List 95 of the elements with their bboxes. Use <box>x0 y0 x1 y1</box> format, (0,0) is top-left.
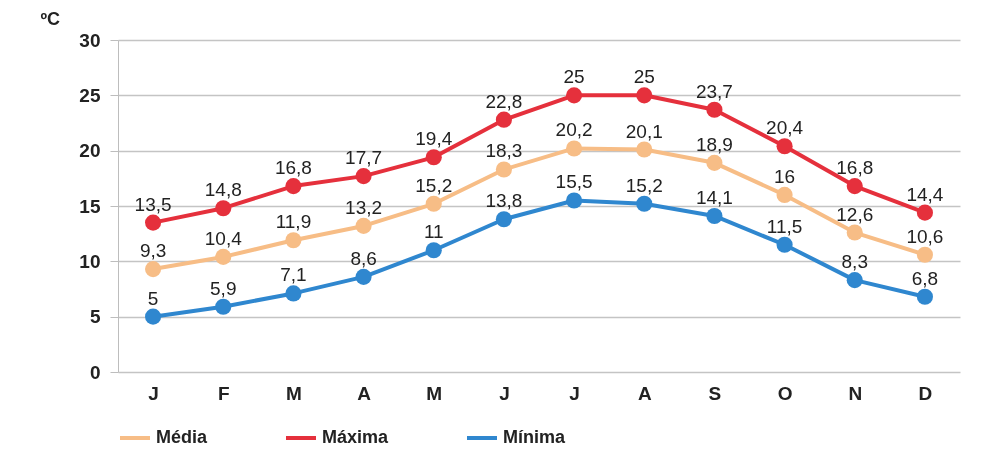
point <box>425 195 442 212</box>
y-tick-label: 30 <box>79 29 101 51</box>
data-label: 25 <box>633 66 655 88</box>
point <box>215 200 232 217</box>
point <box>566 87 583 104</box>
point <box>846 224 863 241</box>
point <box>215 248 232 265</box>
point <box>566 140 583 157</box>
data-label: 16,8 <box>274 157 312 179</box>
x-tick-label: J <box>499 382 510 404</box>
legend-label: Mínima <box>503 427 566 447</box>
point <box>495 111 512 128</box>
data-label: 23,7 <box>695 80 733 102</box>
legend-label: Máxima <box>322 427 390 447</box>
data-label: 20,2 <box>555 119 593 141</box>
legend-label: Média <box>156 427 208 447</box>
data-label: 8,3 <box>841 251 868 273</box>
data-label: 10,4 <box>204 227 243 249</box>
x-tick-label: M <box>426 382 443 404</box>
x-tick-label: M <box>286 382 302 404</box>
data-label: 18,9 <box>695 133 733 155</box>
x-tick-label: A <box>357 382 372 404</box>
data-label: 11 <box>423 221 444 243</box>
point <box>285 232 302 249</box>
x-tick-label: S <box>708 382 722 404</box>
point <box>636 141 653 158</box>
data-label: 10,6 <box>906 225 944 247</box>
data-label: 16 <box>774 165 796 187</box>
x-tick-label: F <box>217 382 230 404</box>
point <box>776 186 793 203</box>
point <box>916 204 933 221</box>
y-tick-label: 25 <box>79 84 101 106</box>
data-label: 6,8 <box>911 267 939 289</box>
y-tick-label: 5 <box>89 306 101 328</box>
point <box>636 87 653 104</box>
point <box>916 288 933 305</box>
x-tick-label: O <box>777 382 793 404</box>
point <box>776 138 793 155</box>
data-label: 9,3 <box>139 240 167 262</box>
y-tick-label: 10 <box>79 250 101 272</box>
point <box>145 261 162 278</box>
x-tick-label: D <box>918 382 933 404</box>
y-tick-label: 20 <box>79 140 101 162</box>
point <box>495 211 512 228</box>
point <box>285 178 302 195</box>
point <box>846 178 863 195</box>
point <box>636 195 653 212</box>
point <box>355 217 372 234</box>
point <box>495 161 512 178</box>
data-label: 20,4 <box>766 117 804 139</box>
x-tick-label: A <box>637 382 652 404</box>
data-label: 14,8 <box>204 179 242 201</box>
x-tick-label: J <box>569 382 580 404</box>
point <box>566 192 583 209</box>
data-label: 5,9 <box>210 277 237 299</box>
data-label: 13,2 <box>345 196 383 218</box>
y-tick-label: 15 <box>79 195 101 217</box>
point <box>706 101 723 118</box>
data-label: 25 <box>563 66 585 88</box>
point <box>425 149 442 166</box>
x-tick-label: N <box>848 382 863 404</box>
point <box>706 207 723 225</box>
data-label: 15,2 <box>625 174 663 196</box>
point <box>145 214 162 231</box>
data-label: 15,2 <box>415 174 453 196</box>
y-axis-title: ºC <box>40 8 61 29</box>
data-label: 22,8 <box>485 90 523 112</box>
point <box>776 236 793 253</box>
data-label: 13,5 <box>134 193 172 215</box>
data-label: 16,8 <box>836 157 874 179</box>
x-tick-label: J <box>148 382 159 404</box>
data-label: 13,8 <box>485 190 523 212</box>
data-label: 15,5 <box>555 171 593 193</box>
data-label: 11,9 <box>275 211 312 233</box>
point <box>916 246 933 263</box>
point <box>425 242 442 259</box>
point <box>846 272 863 289</box>
data-label: 14,4 <box>906 183 944 205</box>
point <box>355 168 372 185</box>
data-label: 17,7 <box>345 147 383 169</box>
point <box>215 298 232 315</box>
data-label: 14,1 <box>695 186 733 208</box>
point <box>355 268 372 285</box>
data-label: 12,6 <box>836 203 874 225</box>
data-label: 8,6 <box>350 247 377 269</box>
data-label: 11,5 <box>766 215 803 237</box>
data-label: 7,1 <box>280 264 307 286</box>
data-label: 19,4 <box>415 128 453 150</box>
point <box>706 154 723 171</box>
data-label: 18,3 <box>485 140 523 162</box>
point <box>285 285 302 302</box>
y-tick-label: 0 <box>89 361 101 383</box>
data-label: 5 <box>147 287 159 309</box>
data-label: 20,1 <box>625 120 663 142</box>
point <box>145 308 162 325</box>
